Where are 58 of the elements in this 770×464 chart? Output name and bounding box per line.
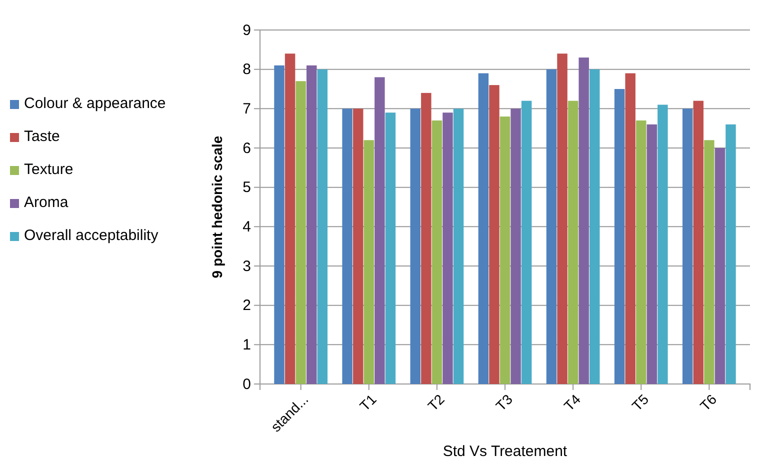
bar [714, 148, 726, 384]
y-tick-label: 7 [242, 100, 251, 118]
y-tick-label: 4 [242, 218, 251, 236]
x-tick-label: T4 [560, 390, 584, 414]
y-tick-label: 6 [242, 140, 251, 157]
bar [589, 69, 600, 384]
bar [421, 92, 432, 384]
y-tick-label: 1 [242, 336, 251, 354]
x-tick-label: T1 [356, 390, 380, 414]
y-tick-label: 0 [242, 376, 251, 393]
bar [432, 120, 442, 384]
bar [478, 73, 489, 384]
legend-label: Aroma [24, 194, 69, 211]
bar [704, 140, 714, 384]
legend-label: Taste [24, 128, 60, 145]
x-tick-label: T2 [424, 390, 448, 414]
bar [489, 85, 500, 384]
legend-label: Overall acceptability [24, 227, 159, 244]
bar [296, 81, 306, 384]
bar [510, 108, 521, 384]
bar [352, 108, 364, 384]
bar [442, 112, 453, 384]
bar [557, 54, 568, 384]
bar [284, 54, 296, 384]
bar [614, 89, 625, 384]
y-tick-label: 3 [242, 258, 251, 275]
bar [693, 100, 704, 384]
bar [317, 69, 328, 384]
legend-label: Colour & appearance [24, 95, 166, 112]
y-tick-label: 2 [242, 297, 251, 314]
bar [568, 100, 578, 384]
bar [385, 112, 396, 384]
bar [625, 73, 636, 384]
y-tick-label: 5 [242, 179, 251, 196]
bar [658, 104, 668, 384]
bar [374, 77, 385, 384]
bar [306, 65, 317, 384]
y-tick-label: 9 [242, 22, 251, 39]
bar [726, 124, 736, 384]
bar [342, 108, 352, 384]
x-tick-label: T6 [696, 390, 720, 414]
bar [364, 140, 374, 384]
y-tick-label: 8 [242, 61, 251, 78]
bar [578, 58, 589, 384]
x-axis-title: Std Vs Treatement [442, 443, 568, 460]
bar [453, 108, 464, 384]
bar [646, 124, 658, 384]
bar [521, 100, 532, 384]
bar [636, 120, 646, 384]
legend-label: Texture [24, 161, 74, 178]
bar [682, 108, 693, 384]
bar [410, 108, 421, 384]
x-tick-label: T3 [492, 390, 516, 414]
bar [274, 65, 284, 384]
bar [500, 116, 510, 384]
bar [546, 69, 557, 384]
y-axis-title: 9 point hedonic scale [209, 136, 225, 278]
x-tick-label: T5 [628, 390, 652, 414]
